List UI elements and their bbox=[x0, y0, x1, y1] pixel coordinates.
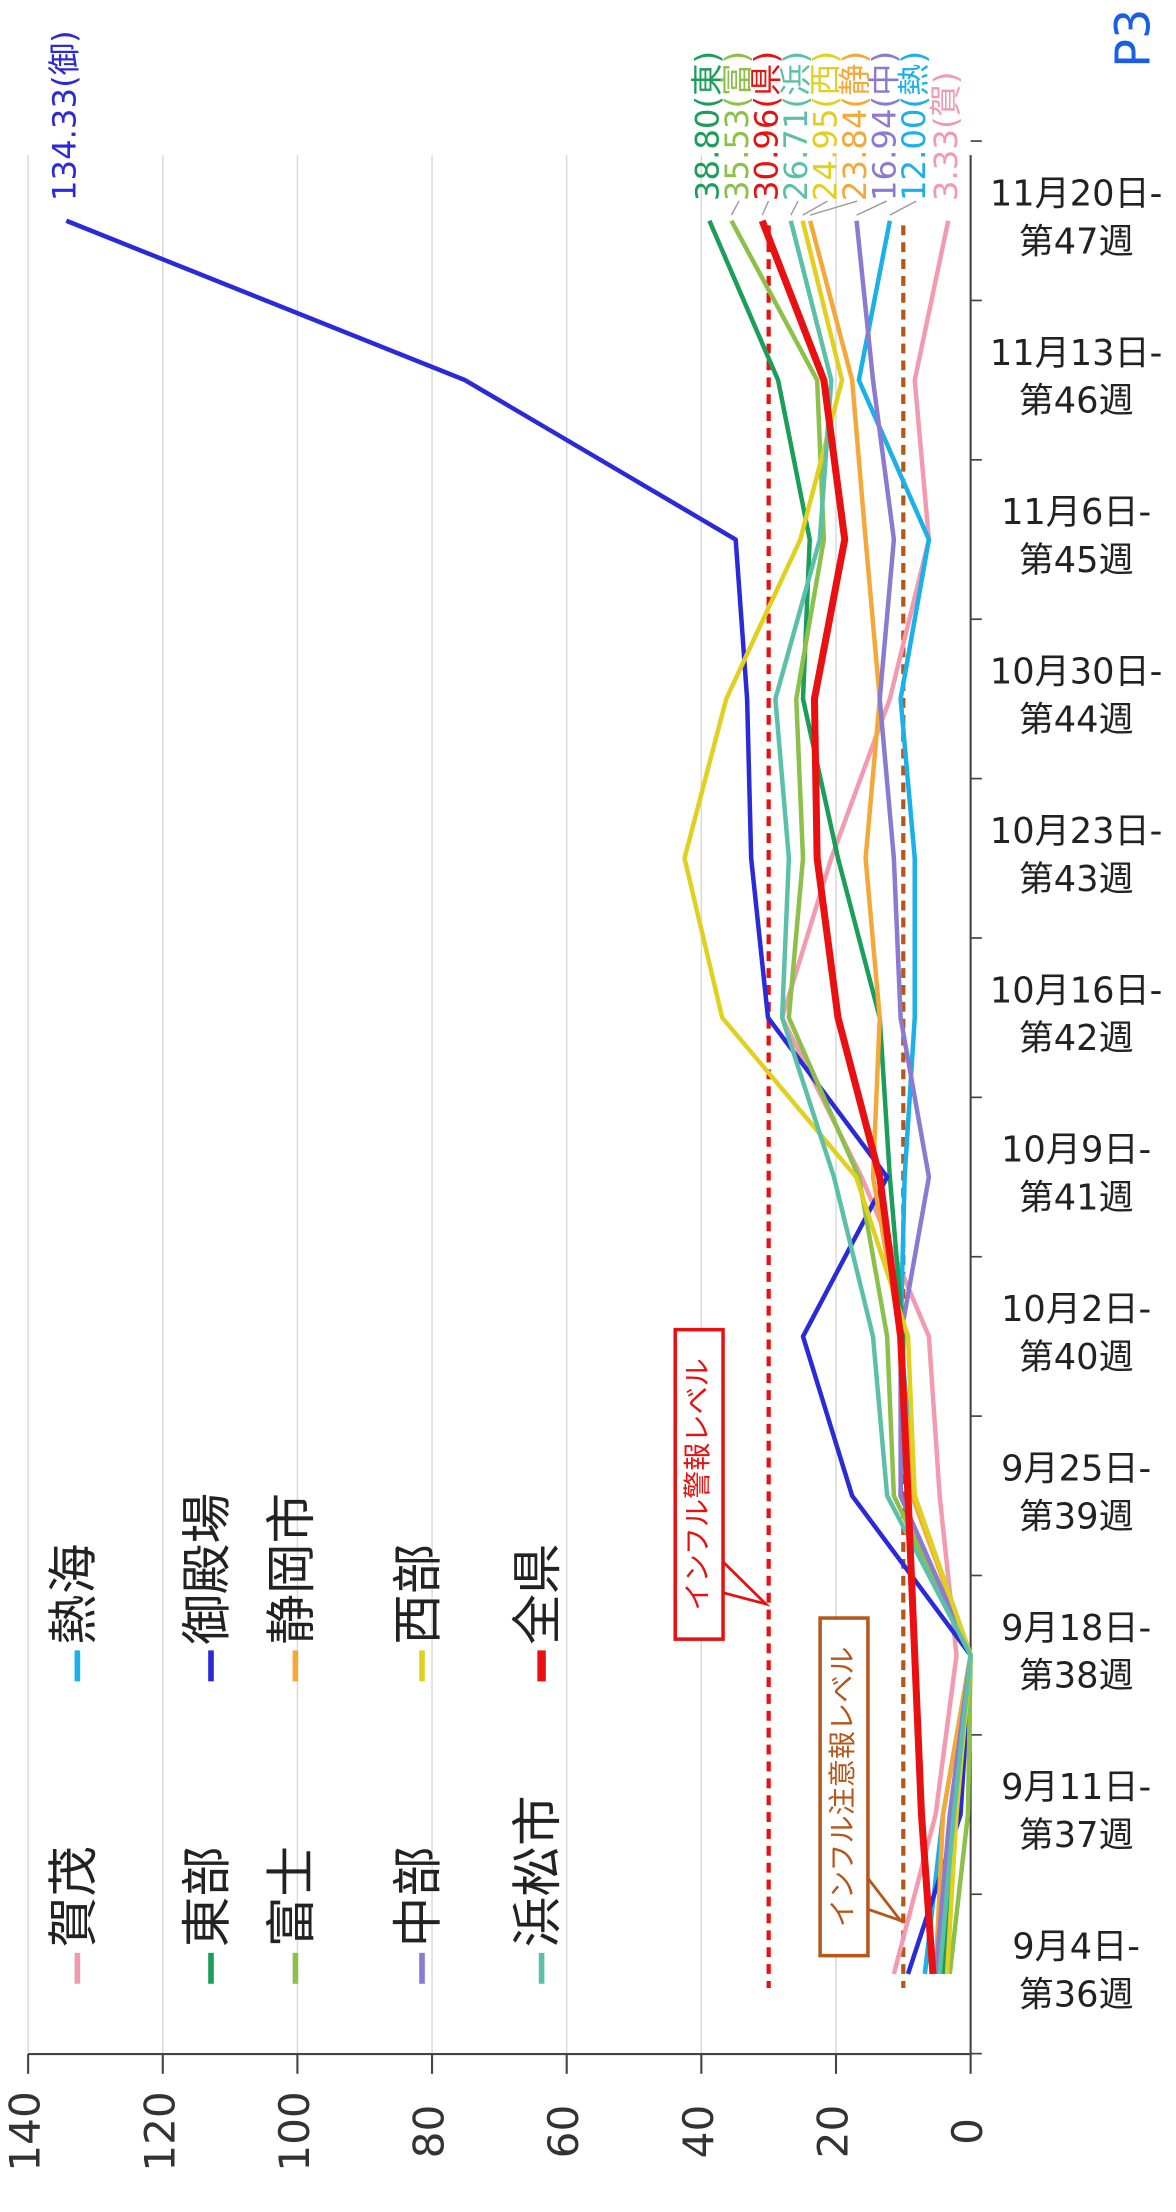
label-leader bbox=[730, 200, 740, 216]
legend-label: 賀茂 bbox=[44, 1846, 103, 1947]
x-tick-label: 9月11日- bbox=[1001, 1767, 1151, 1808]
x-tick-label: 第41週 bbox=[1019, 1178, 1134, 1219]
value-label: 35.53(富) bbox=[718, 51, 756, 201]
legend-label: 中部 bbox=[389, 1846, 448, 1947]
callout-box bbox=[673, 1327, 725, 1641]
x-tick-label: 第37週 bbox=[1019, 1815, 1134, 1856]
label-leader bbox=[889, 200, 917, 216]
value-label: 38.80(東) bbox=[688, 51, 726, 201]
y-tick-label: 80 bbox=[405, 2105, 454, 2159]
x-tick-label: 9月4日- bbox=[1012, 1927, 1140, 1968]
x-tick-label: 10月9日- bbox=[1001, 1130, 1151, 1171]
x-tick-label: 第46週 bbox=[1019, 381, 1134, 422]
value-label: 30.96(県) bbox=[747, 51, 785, 201]
y-tick-label: 60 bbox=[539, 2105, 588, 2159]
legend-label: 静岡市 bbox=[262, 1493, 321, 1645]
label-leader bbox=[790, 200, 799, 216]
y-tick-label: 0 bbox=[943, 2118, 992, 2145]
legend-label: 西部 bbox=[389, 1543, 448, 1644]
x-tick-label: 第38週 bbox=[1019, 1656, 1134, 1697]
y-tick-label: 20 bbox=[808, 2105, 857, 2159]
series-line bbox=[758, 219, 937, 1975]
label-leader bbox=[761, 200, 770, 216]
value-label: 12.00(熱) bbox=[895, 51, 933, 201]
value-label: 134.33(御) bbox=[45, 30, 83, 201]
callout-label: インフル警報レベル bbox=[681, 1358, 714, 1610]
callout-label: インフル注意報レベル bbox=[826, 1647, 859, 1927]
page-marker: P3 bbox=[1107, 9, 1162, 68]
value-label: 23.84(静) bbox=[836, 51, 874, 201]
x-tick-label: 第45週 bbox=[1019, 540, 1134, 581]
legend-label: 富士 bbox=[262, 1846, 321, 1947]
legend-label: 東部 bbox=[178, 1846, 237, 1947]
x-tick-label: 11月20日- bbox=[990, 173, 1162, 214]
x-tick-label: 第44週 bbox=[1019, 699, 1134, 740]
x-tick-label: 10月30日- bbox=[990, 652, 1162, 693]
y-tick-label: 100 bbox=[270, 2091, 319, 2172]
series-line bbox=[773, 220, 973, 1975]
x-tick-label: 第40週 bbox=[1019, 1337, 1134, 1378]
x-tick-label: 第36週 bbox=[1019, 1974, 1134, 2015]
value-label: 16.94(中) bbox=[866, 51, 904, 201]
label-leader bbox=[809, 200, 858, 216]
x-tick-label: 第39週 bbox=[1019, 1496, 1134, 1537]
x-tick-label: 第43週 bbox=[1019, 859, 1134, 900]
label-leader bbox=[802, 200, 828, 216]
x-tick-label: 9月18日- bbox=[1001, 1608, 1151, 1649]
x-tick-label: 11月13日- bbox=[990, 333, 1162, 374]
legend-label: 熱海 bbox=[44, 1543, 103, 1644]
callout-box bbox=[818, 1616, 870, 1958]
y-tick-label: 140 bbox=[1, 2091, 50, 2172]
x-tick-label: 10月2日- bbox=[1001, 1289, 1151, 1330]
x-tick-label: 第47週 bbox=[1019, 221, 1134, 262]
value-label: 26.71(浜) bbox=[777, 51, 815, 201]
x-tick-label: 10月16日- bbox=[990, 970, 1162, 1011]
legend-label: 御殿場 bbox=[178, 1493, 237, 1645]
x-tick-label: 11月6日- bbox=[1001, 492, 1151, 533]
x-tick-label: 第42週 bbox=[1019, 1018, 1134, 1059]
value-label: 3.33(賀) bbox=[927, 71, 965, 201]
legend-label: 浜松市 bbox=[508, 1795, 567, 1947]
y-tick-label: 120 bbox=[135, 2091, 184, 2172]
x-tick-label: 10月23日- bbox=[990, 811, 1162, 852]
x-tick-label: 9月25日- bbox=[1001, 1448, 1151, 1489]
y-tick-label: 40 bbox=[674, 2105, 723, 2159]
value-label: 24.95(西) bbox=[807, 51, 845, 201]
legend-label: 全県 bbox=[508, 1543, 567, 1644]
label-leader bbox=[856, 200, 887, 216]
